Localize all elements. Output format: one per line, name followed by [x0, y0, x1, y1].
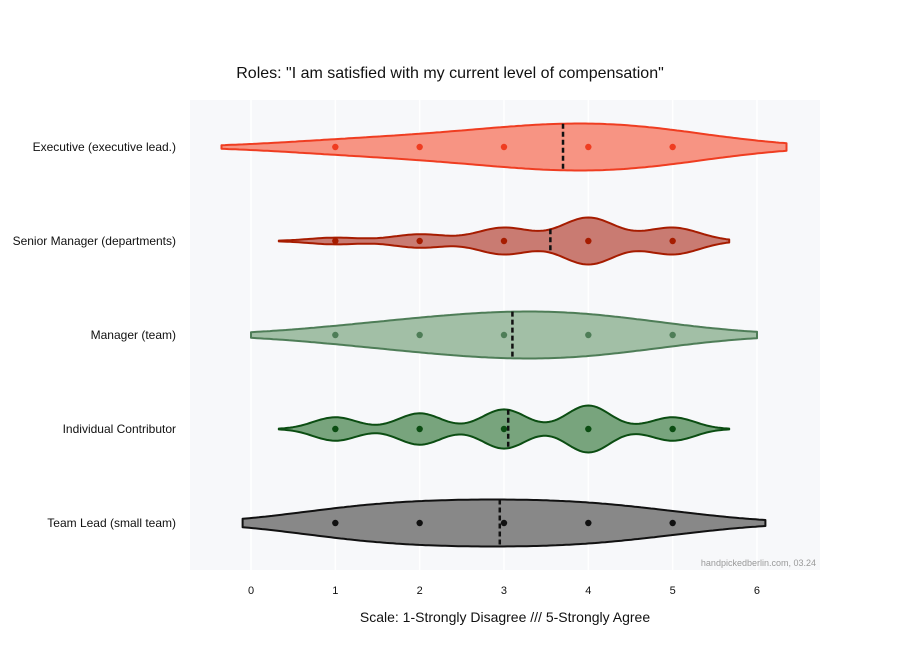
- data-point: [332, 425, 339, 433]
- y-tick-label: Senior Manager (departments): [13, 234, 176, 248]
- data-point: [332, 143, 339, 151]
- x-tick-label: 6: [754, 585, 760, 597]
- data-point: [669, 331, 676, 339]
- data-point: [332, 237, 339, 245]
- data-point: [416, 143, 423, 151]
- violins: [220, 122, 788, 548]
- data-point: [585, 237, 592, 245]
- violin: [250, 310, 758, 360]
- x-tick-label: 4: [585, 585, 591, 597]
- data-point: [585, 425, 592, 433]
- violin: [277, 404, 731, 454]
- y-tick-label: Executive (executive lead.): [33, 140, 176, 154]
- data-point: [585, 143, 592, 151]
- x-tick-label: 1: [332, 585, 338, 597]
- y-tick-label: Individual Contributor: [63, 422, 176, 436]
- data-point: [416, 519, 423, 527]
- data-point: [585, 519, 592, 527]
- data-point: [500, 519, 508, 527]
- y-tick-label: Team Lead (small team): [47, 516, 176, 530]
- data-point: [416, 237, 423, 245]
- data-point: [416, 425, 423, 433]
- data-point: [332, 519, 339, 527]
- data-point: [669, 519, 676, 527]
- data-point: [669, 143, 676, 151]
- violin: [220, 122, 788, 172]
- data-point: [500, 237, 508, 245]
- x-tick-label: 0: [248, 585, 254, 597]
- data-point: [416, 331, 423, 339]
- data-point: [332, 331, 339, 339]
- y-tick-labels: Executive (executive lead.) Senior Manage…: [13, 140, 176, 530]
- data-point: [500, 425, 508, 433]
- data-point: [585, 331, 592, 339]
- violin: [241, 498, 767, 548]
- x-tick-label: 3: [501, 585, 507, 597]
- violin: [277, 216, 731, 266]
- data-point: [500, 143, 508, 151]
- x-tick-labels: 0 1 2 3 4 5 6: [248, 585, 760, 597]
- data-point: [669, 425, 676, 433]
- source-annotation: handpickedberlin.com, 03.24: [701, 558, 816, 568]
- x-tick-label: 5: [670, 585, 676, 597]
- x-tick-label: 2: [417, 585, 423, 597]
- data-point: [669, 237, 676, 245]
- chart-title: Roles: "I am satisfied with my current l…: [236, 65, 664, 82]
- y-tick-label: Manager (team): [91, 328, 176, 342]
- data-point: [500, 331, 508, 339]
- x-axis-label: Scale: 1-Strongly Disagree /// 5-Strongl…: [360, 609, 650, 625]
